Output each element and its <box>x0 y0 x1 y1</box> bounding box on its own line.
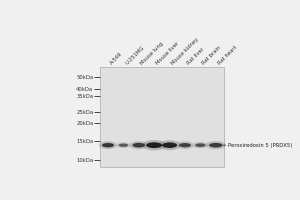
Ellipse shape <box>176 141 194 149</box>
Text: 15kDa: 15kDa <box>76 139 93 144</box>
Ellipse shape <box>142 140 166 150</box>
Text: Rat brain: Rat brain <box>202 45 222 66</box>
Ellipse shape <box>179 143 191 147</box>
Text: 25kDa: 25kDa <box>76 110 93 115</box>
Text: 50kDa: 50kDa <box>76 75 93 80</box>
Ellipse shape <box>116 142 131 148</box>
Text: 35kDa: 35kDa <box>76 94 93 99</box>
Ellipse shape <box>132 143 145 148</box>
Text: 40kDa: 40kDa <box>76 87 93 92</box>
Ellipse shape <box>129 141 148 149</box>
Text: Mouse kidney: Mouse kidney <box>171 36 200 66</box>
Text: Rat heart: Rat heart <box>217 45 238 66</box>
Ellipse shape <box>102 143 114 147</box>
FancyBboxPatch shape <box>100 67 224 167</box>
Text: Mouse lung: Mouse lung <box>140 41 165 66</box>
Ellipse shape <box>162 142 177 148</box>
Text: Rat liver: Rat liver <box>186 46 205 66</box>
Text: 10kDa: 10kDa <box>76 158 93 163</box>
Ellipse shape <box>195 143 206 147</box>
Ellipse shape <box>146 142 162 148</box>
Text: A-549: A-549 <box>109 51 124 66</box>
Ellipse shape <box>158 140 181 150</box>
Text: 20kDa: 20kDa <box>76 121 93 126</box>
Text: U-251MG: U-251MG <box>124 45 145 66</box>
Ellipse shape <box>118 144 128 147</box>
Ellipse shape <box>193 142 208 149</box>
Ellipse shape <box>206 141 226 149</box>
Ellipse shape <box>209 143 223 148</box>
Text: Mouse liver: Mouse liver <box>155 41 180 66</box>
Text: Peroxiredoxin 5 (PRDX5): Peroxiredoxin 5 (PRDX5) <box>224 143 292 148</box>
Ellipse shape <box>99 141 117 149</box>
